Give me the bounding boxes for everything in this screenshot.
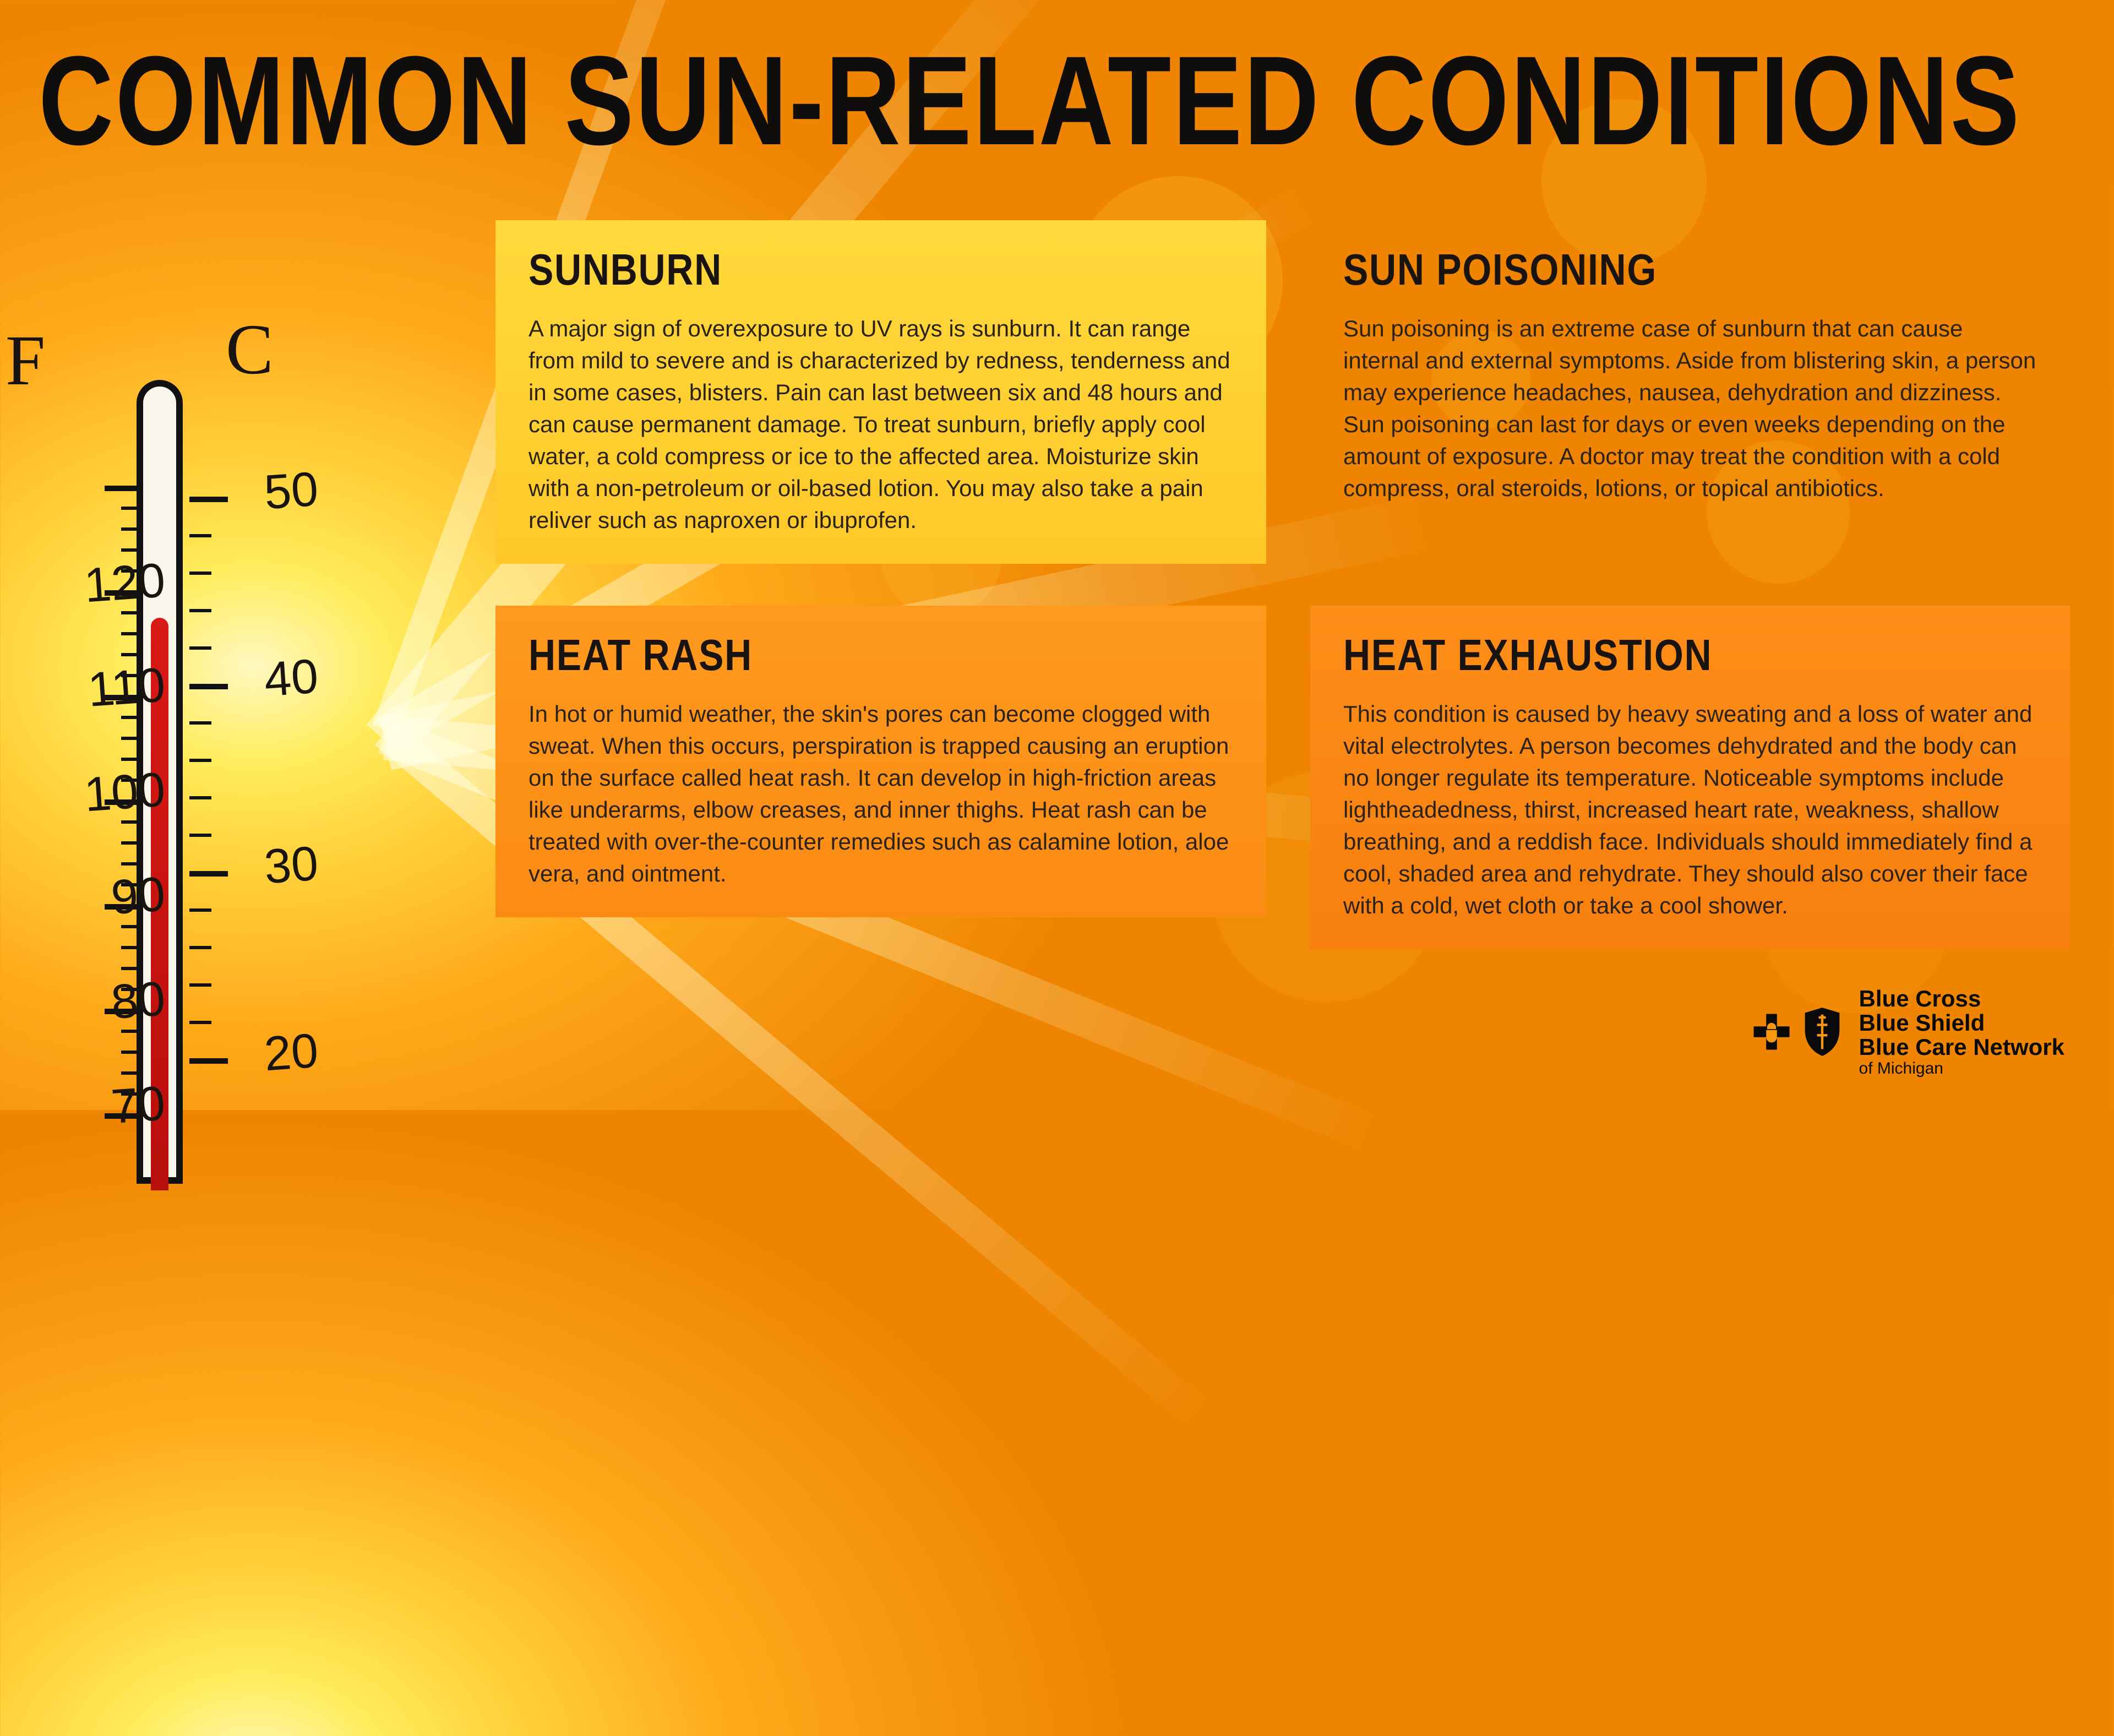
tick-minor-f (121, 779, 143, 782)
tick-minor-f (121, 925, 143, 928)
logo-line-2: Blue Shield (1859, 1011, 2064, 1035)
tick-minor-f (121, 1051, 143, 1054)
tick-minor-f (121, 674, 143, 677)
card-sunburn: SUNBURN A major sign of overexposure to … (495, 220, 1266, 564)
tick-minor-f (121, 737, 143, 740)
tick-minor-c (189, 983, 211, 987)
tick-minor-c (189, 796, 211, 799)
tick-major-f (105, 904, 143, 910)
card-body: In hot or humid weather, the skin's pore… (528, 698, 1233, 890)
tick-minor-f (121, 841, 143, 845)
tick-minor-f (121, 1092, 143, 1096)
blue-shield-icon (1801, 1006, 1844, 1058)
tick-minor-f (121, 1071, 143, 1075)
tick-major-f (105, 486, 143, 491)
tick-minor-f (121, 820, 143, 824)
card-heading: HEAT EXHAUSTION (1343, 630, 1933, 681)
tick-minor-f (121, 1030, 143, 1033)
tick-minor-c (189, 534, 211, 537)
card-heading: SUNBURN (528, 244, 1127, 295)
tick-major-f (105, 590, 143, 596)
thermometer-tube (137, 380, 183, 1184)
tick-minor-c (189, 721, 211, 725)
bcbs-logo: Blue Cross Blue Shield Blue Care Network… (1750, 987, 2064, 1077)
tick-minor-c (189, 609, 211, 612)
logo-line-4: of Michigan (1859, 1060, 2064, 1077)
tick-major-c (189, 1058, 228, 1064)
scale-label-c: 40 (263, 648, 320, 708)
tick-minor-f (121, 569, 143, 573)
logo-line-1: Blue Cross (1859, 987, 2064, 1011)
tick-minor-f (121, 758, 143, 761)
scale-label-c: 20 (263, 1022, 320, 1082)
scale-label-c: 30 (263, 835, 320, 895)
scale-label-c: 50 (263, 461, 320, 521)
tick-major-c (189, 684, 228, 689)
tick-minor-f (121, 862, 143, 866)
unit-celsius: C (226, 308, 274, 391)
tick-minor-f (121, 967, 143, 970)
tick-major-c (189, 497, 228, 502)
tick-minor-f (121, 632, 143, 635)
blue-cross-icon (1750, 1010, 1793, 1053)
scale-label-f: 80 (42, 970, 167, 1035)
tick-minor-f (121, 883, 143, 886)
tick-minor-f (121, 946, 143, 949)
card-body: Sun poisoning is an extreme case of sunb… (1343, 313, 2037, 504)
tick-major-f (105, 1009, 143, 1014)
tick-minor-c (189, 946, 211, 949)
logo-text: Blue Cross Blue Shield Blue Care Network… (1859, 987, 2064, 1077)
tick-major-c (189, 871, 228, 877)
tick-minor-c (189, 1021, 211, 1024)
card-heat-exhaustion: HEAT EXHAUSTION This condition is caused… (1310, 606, 2070, 949)
card-heat-rash: HEAT RASH In hot or humid weather, the s… (495, 606, 1266, 917)
logo-icons (1750, 1006, 1844, 1058)
scale-label-f: 70 (42, 1075, 167, 1139)
tick-minor-c (189, 572, 211, 575)
tick-minor-c (189, 646, 211, 650)
tick-minor-c (189, 908, 211, 912)
thermometer-icon: F C 120 110 100 90 80 70 50 40 30 20 (0, 308, 451, 1189)
tick-minor-f (121, 507, 143, 510)
thermometer-fill (151, 618, 168, 1190)
tick-minor-f (121, 548, 143, 552)
tick-minor-c (189, 759, 211, 762)
scale-label-f: 110 (42, 656, 167, 721)
tick-minor-f (121, 653, 143, 656)
tick-minor-f (121, 527, 143, 531)
scale-label-f: 90 (42, 866, 167, 930)
page-title: COMMON SUN-RELATED CONDITIONS (39, 28, 1709, 173)
card-body: A major sign of overexposure to UV rays … (528, 313, 1233, 536)
scale-label-f: 100 (42, 761, 167, 825)
tick-minor-c (189, 834, 211, 837)
tick-minor-f (121, 988, 143, 991)
tick-minor-f (121, 611, 143, 614)
tick-major-f (105, 695, 143, 700)
tick-minor-f (121, 716, 143, 719)
scale-label-f: 120 (42, 552, 167, 616)
card-heading: SUN POISONING (1343, 244, 1933, 295)
tick-major-f (105, 1113, 143, 1119)
logo-line-3: Blue Care Network (1859, 1035, 2064, 1059)
card-heading: HEAT RASH (528, 630, 1127, 681)
card-body: This condition is caused by heavy sweati… (1343, 698, 2037, 922)
unit-fahrenheit: F (6, 319, 45, 402)
tick-major-f (105, 799, 143, 805)
card-sun-poisoning: SUN POISONING Sun poisoning is an extrem… (1310, 220, 2070, 532)
